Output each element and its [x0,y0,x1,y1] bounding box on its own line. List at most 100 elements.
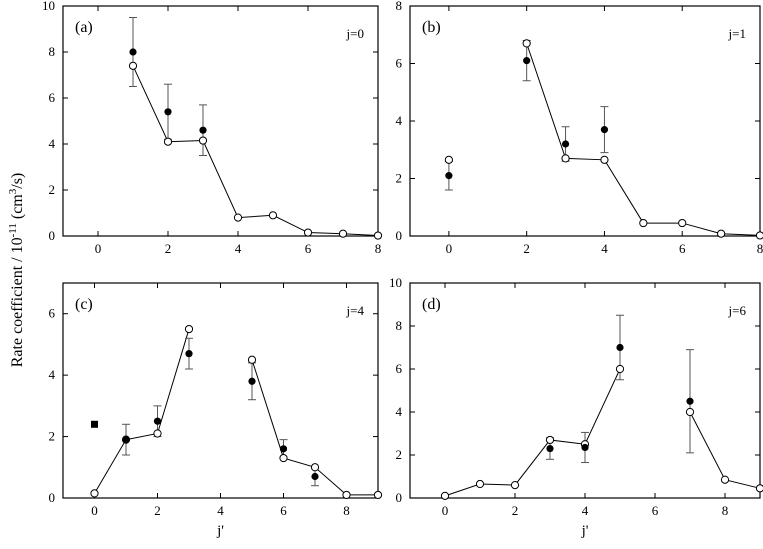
point-experiment [279,445,288,453]
point-theory [184,324,194,334]
point-theory [440,491,450,500]
y-tick-label: 6 [49,90,56,105]
x-tick-label: 6 [652,503,659,518]
point-theory [600,155,609,164]
y-tick-label: 8 [396,0,403,13]
point-theory [685,407,695,417]
point-theory [90,489,99,498]
y-tick-label: 4 [49,136,56,151]
x-axis-label: j' [216,523,224,539]
x-tick-label: 0 [442,503,449,518]
point-theory [717,229,726,238]
y-tick-label: 4 [396,113,403,128]
point-experiment [122,436,130,444]
y-tick-label: 4 [396,404,403,419]
x-tick-label: 2 [154,503,161,518]
point-theory [310,463,320,472]
y-tick-label: 0 [396,228,403,243]
panel-annotation: j=4 [346,303,365,318]
x-tick-label: 2 [523,241,530,256]
y-tick-label: 2 [396,171,403,186]
y-tick-label: 8 [49,44,56,59]
point-theory [268,211,278,220]
panel-annotation: j=6 [728,303,747,318]
x-tick-label: 4 [582,503,589,518]
y-tick-label: 6 [396,361,403,376]
x-tick-label: 0 [95,241,102,256]
point-theory [755,231,763,240]
point-experiment [561,140,570,148]
point-theory [163,137,173,146]
x-tick-label: 6 [280,503,287,518]
y-tick-label: 6 [49,306,56,321]
point-theory [639,218,648,228]
point-theory [522,39,531,48]
plot-frame [409,282,761,499]
point-experiment [581,443,589,452]
panel-label: (c) [75,296,93,313]
x-tick-label: 4 [217,503,224,518]
point-theory [373,490,383,500]
panel-c: 0 2 4 6 8 0 2 4 6 (c) j=4 j' [49,282,383,539]
y-tick-label: 10 [389,275,402,290]
plot-frame [409,5,761,237]
series-line-theory [444,368,621,497]
point-theory [720,475,730,484]
point-experiment [185,350,193,358]
point-experiment [546,444,554,453]
x-axis-label: j' [581,523,589,539]
y-tick-label: 0 [396,490,403,505]
series-line-theory [94,328,190,494]
point-theory [153,429,162,438]
x-tick-label: 6 [679,241,686,256]
y-tick-label: 0 [49,490,56,505]
y-tick-label: 6 [396,56,403,71]
y-axis-label: Rate coefficient / 10-11 (cm3/s) [7,173,26,368]
x-tick-label: 4 [235,241,242,256]
point-theory [198,136,208,145]
y-tick-label: 4 [49,367,56,382]
panel-annotation: j=0 [346,26,364,41]
point-theory [475,479,485,489]
panel-a: 0 2 4 6 8 0 2 4 6 8 10 (a) j=0 [42,0,383,256]
point-experiment [445,172,453,180]
x-tick-label: 8 [375,241,382,256]
point-theory [561,154,570,163]
point-theory [233,213,243,222]
panel-d: 0 2 4 6 8 0 2 4 6 8 10 (d) j=6 j' [389,275,763,539]
point-experiment [91,420,98,428]
point-experiment [311,472,319,481]
point-experiment [164,108,172,116]
point-theory [128,61,138,70]
x-tick-label: 0 [446,241,453,256]
x-tick-label: 6 [305,241,312,256]
point-theory [678,218,687,228]
point-theory [373,231,383,240]
y-tick-label: 8 [396,318,403,333]
x-tick-label: 2 [512,503,519,518]
x-tick-label: 4 [601,241,608,256]
panel-label: (d) [422,296,441,313]
point-experiment [523,57,531,65]
point-experiment [600,126,609,134]
x-tick-label: 8 [722,503,729,518]
x-tick-label: 8 [343,503,350,518]
point-theory [338,229,348,238]
point-experiment [153,417,162,425]
point-experiment [686,397,694,405]
y-tick-label: 2 [49,182,56,197]
panel-label: (b) [422,19,441,36]
point-theory [279,453,288,463]
point-experiment [199,126,207,134]
point-experiment [129,48,137,56]
y-tick-label: 2 [396,447,403,462]
series-line-theory [526,43,761,236]
point-theory [247,355,257,364]
y-tick-label: 0 [49,228,56,243]
point-experiment [616,343,624,352]
series-line-theory [132,65,379,237]
point-theory [615,364,625,374]
panel-annotation: j=1 [728,26,746,41]
x-tick-label: 2 [165,241,172,256]
